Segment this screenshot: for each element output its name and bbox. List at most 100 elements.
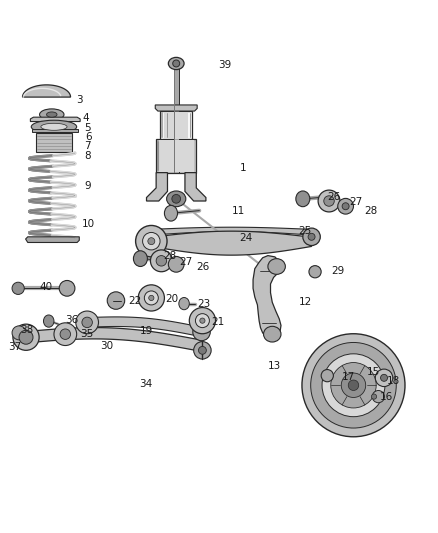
Polygon shape: [147, 173, 167, 201]
Text: 39: 39: [218, 60, 231, 70]
Ellipse shape: [172, 195, 180, 203]
Ellipse shape: [264, 326, 281, 342]
Ellipse shape: [338, 198, 353, 214]
Text: 11: 11: [232, 206, 245, 216]
Ellipse shape: [150, 250, 172, 272]
Bar: [164, 112, 188, 139]
Text: 6: 6: [85, 132, 92, 142]
Ellipse shape: [13, 324, 39, 350]
Ellipse shape: [54, 323, 77, 345]
Polygon shape: [185, 173, 206, 201]
Ellipse shape: [156, 256, 166, 266]
Text: 12: 12: [298, 297, 312, 308]
Ellipse shape: [309, 265, 321, 278]
Ellipse shape: [321, 369, 333, 382]
Ellipse shape: [179, 297, 189, 310]
Ellipse shape: [381, 374, 388, 381]
Text: 28: 28: [163, 251, 177, 261]
Ellipse shape: [107, 292, 125, 309]
Text: 9: 9: [85, 181, 91, 191]
Ellipse shape: [296, 191, 310, 207]
Text: 37: 37: [9, 342, 22, 352]
Text: 5: 5: [85, 123, 91, 133]
Ellipse shape: [149, 295, 154, 301]
Text: 13: 13: [268, 361, 281, 371]
Text: 10: 10: [82, 219, 95, 229]
Text: 36: 36: [65, 315, 78, 325]
Bar: [160, 111, 192, 140]
Ellipse shape: [12, 326, 26, 340]
Text: 3: 3: [76, 95, 82, 104]
Text: 30: 30: [100, 341, 113, 351]
Text: 28: 28: [364, 206, 377, 216]
Ellipse shape: [41, 123, 67, 130]
Ellipse shape: [46, 112, 57, 117]
Text: 23: 23: [197, 298, 210, 309]
Ellipse shape: [372, 391, 385, 403]
Ellipse shape: [324, 196, 334, 206]
Ellipse shape: [136, 225, 167, 257]
Text: 20: 20: [166, 294, 179, 304]
Ellipse shape: [12, 282, 24, 294]
Ellipse shape: [354, 397, 363, 406]
Text: 16: 16: [380, 392, 393, 402]
Ellipse shape: [173, 60, 180, 67]
Ellipse shape: [341, 373, 366, 398]
Ellipse shape: [59, 280, 75, 296]
Text: 8: 8: [85, 151, 91, 161]
Ellipse shape: [308, 233, 315, 240]
Ellipse shape: [134, 251, 148, 266]
Text: 22: 22: [128, 296, 141, 305]
Polygon shape: [26, 328, 202, 352]
Ellipse shape: [322, 354, 385, 417]
Text: 24: 24: [239, 233, 252, 243]
Ellipse shape: [143, 232, 160, 250]
Ellipse shape: [198, 346, 206, 354]
Text: 19: 19: [140, 326, 153, 336]
Ellipse shape: [39, 109, 64, 120]
Bar: [36, 133, 72, 152]
Text: 35: 35: [80, 329, 93, 339]
Text: 21: 21: [211, 317, 224, 327]
Text: 7: 7: [85, 141, 91, 151]
Ellipse shape: [200, 318, 205, 323]
Ellipse shape: [43, 315, 54, 327]
Text: 1: 1: [240, 163, 247, 173]
Ellipse shape: [303, 228, 320, 246]
Ellipse shape: [168, 58, 184, 70]
Ellipse shape: [31, 120, 77, 133]
Ellipse shape: [60, 329, 71, 340]
Ellipse shape: [193, 323, 210, 341]
Ellipse shape: [145, 291, 158, 305]
Bar: [173, 59, 179, 173]
Ellipse shape: [168, 256, 184, 272]
Ellipse shape: [366, 381, 374, 390]
Polygon shape: [30, 117, 80, 122]
Bar: [156, 140, 196, 173]
Ellipse shape: [76, 311, 99, 334]
Text: 4: 4: [83, 113, 89, 123]
Text: 18: 18: [387, 376, 400, 386]
Polygon shape: [253, 256, 281, 337]
Text: 15: 15: [367, 367, 380, 377]
Ellipse shape: [336, 371, 344, 380]
Polygon shape: [155, 105, 197, 111]
Text: 25: 25: [298, 225, 312, 236]
Text: 26: 26: [196, 262, 209, 272]
Ellipse shape: [19, 330, 33, 344]
Text: 38: 38: [20, 325, 33, 335]
Text: 27: 27: [349, 197, 362, 207]
Text: 40: 40: [39, 282, 52, 293]
Text: 26: 26: [327, 192, 340, 201]
Ellipse shape: [195, 313, 209, 328]
Ellipse shape: [354, 365, 363, 374]
Ellipse shape: [164, 205, 177, 221]
Text: 34: 34: [140, 378, 153, 389]
Ellipse shape: [189, 308, 215, 334]
Ellipse shape: [331, 362, 376, 408]
Polygon shape: [151, 231, 311, 255]
Bar: [173, 59, 175, 173]
Ellipse shape: [342, 203, 349, 210]
Ellipse shape: [194, 342, 211, 359]
Ellipse shape: [371, 394, 377, 399]
